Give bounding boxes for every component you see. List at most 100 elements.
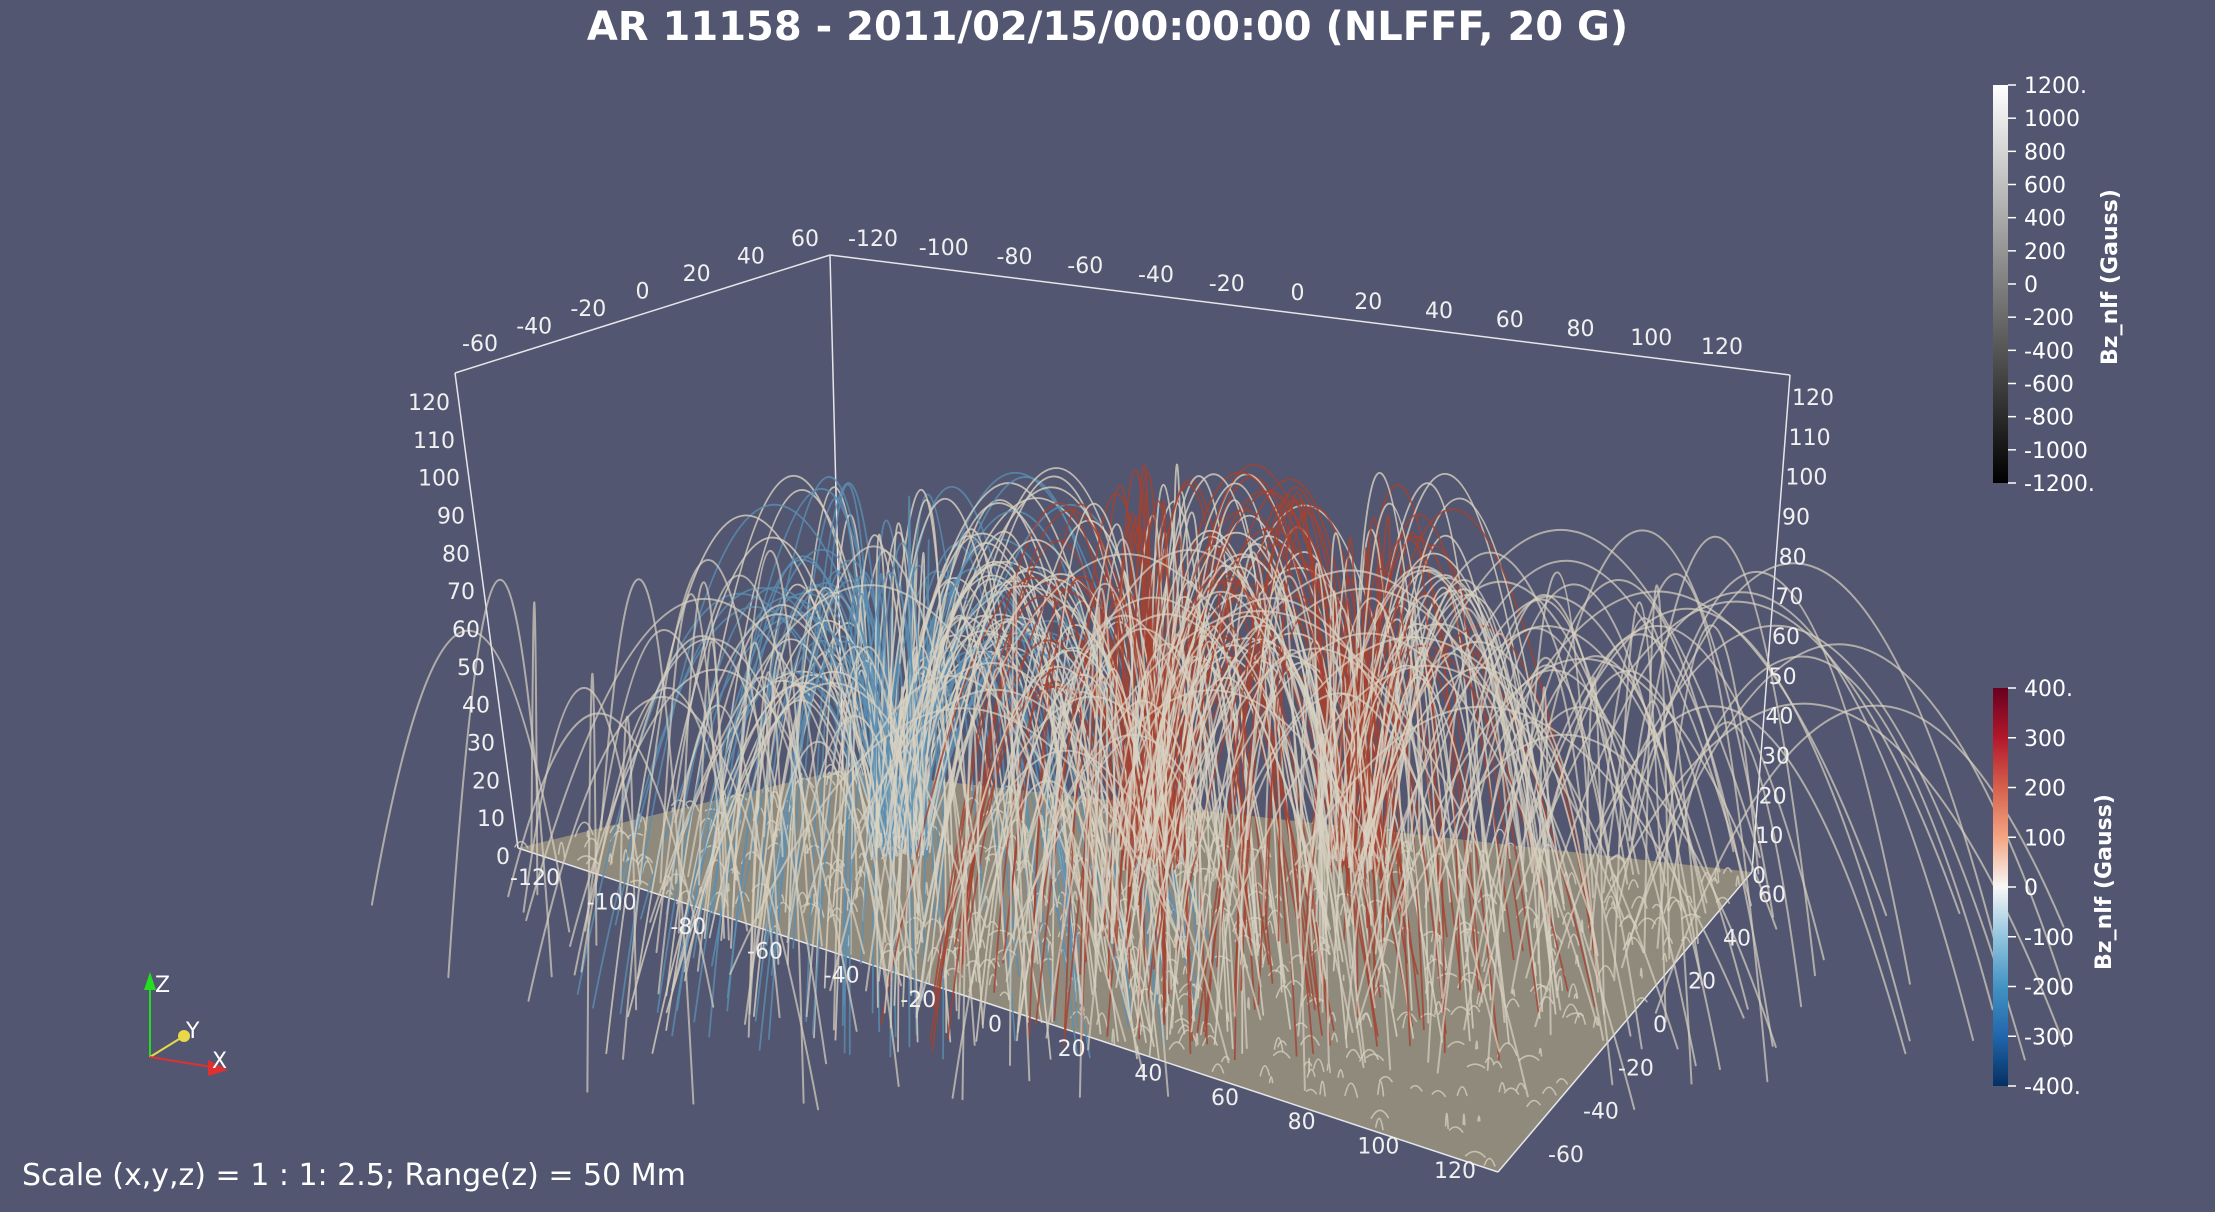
top-x-tick-label: -60: [1067, 254, 1103, 279]
colorbar-bottom-tick-label: 100: [2024, 826, 2066, 851]
colorbar-top-tick-label: 1200.: [2024, 74, 2087, 99]
colorbar-top-tick-label: 600: [2024, 174, 2066, 199]
left-z-tick-label: 110: [413, 429, 455, 454]
right-z-tick-label: 100: [1785, 466, 1827, 491]
left-z-tick-label: 90: [437, 505, 465, 530]
colorbar-top-tick-label: -400: [2024, 339, 2074, 364]
bottom-x-tick-label: 60: [1211, 1086, 1239, 1111]
left-z-axis-ticks: 0 10 20 30 40 50 60 70 80 90 100 110 120: [408, 391, 510, 870]
top-x-tick-label: 80: [1567, 317, 1595, 342]
left-z-tick-label: 20: [472, 769, 500, 794]
bottom-x-tick-label: -60: [747, 939, 783, 964]
top-y-tick-label: 60: [791, 227, 819, 252]
right-z-tick-label: 50: [1769, 665, 1797, 690]
colorbar-top-tick-label: -800: [2024, 406, 2074, 431]
orientation-z-arrow: [144, 972, 156, 990]
top-x-tick-label: -100: [919, 236, 969, 261]
left-z-tick-label: 40: [462, 694, 490, 719]
right-z-tick-label: 110: [1789, 426, 1831, 451]
right-y-tick-label: 60: [1758, 883, 1786, 908]
bottom-x-tick-label: 80: [1288, 1110, 1316, 1135]
top-y-tick-label: -40: [516, 315, 552, 340]
colorbar-top-tick-label: -1000: [2024, 439, 2088, 464]
colorbar-bottom-tick-label: 0: [2024, 876, 2038, 901]
colorbar-top-gradient: [1993, 85, 2008, 483]
colorbar-bottom: 400. 300 200 100 0 -100 -200 -300 -400.: [1993, 677, 2081, 1100]
colorbar-bottom-tick-label: -400.: [2024, 1075, 2081, 1100]
top-x-tick-label: 20: [1354, 290, 1382, 315]
colorbar-bottom-tick-label: 400.: [2024, 677, 2073, 702]
left-z-tick-label: 80: [442, 542, 470, 567]
left-z-tick-label: 30: [467, 732, 495, 757]
right-y-tick-label: -40: [1583, 1100, 1619, 1125]
colorbar-top-title: Bz_nlf (Gauss): [2098, 189, 2123, 365]
orientation-y-label: Y: [185, 1019, 200, 1044]
left-z-tick-label: 60: [452, 618, 480, 643]
orientation-x-axis: [149, 1056, 219, 1069]
bottom-x-tick-label: -80: [670, 915, 706, 940]
top-x-tick-label: -80: [997, 245, 1033, 270]
right-z-tick-label: 10: [1755, 824, 1783, 849]
right-z-tick-label: 70: [1775, 585, 1803, 610]
colorbar-top-tick-label: 400: [2024, 207, 2066, 232]
orientation-x-arrow: [208, 1060, 228, 1076]
left-z-tick-label: 50: [457, 656, 485, 681]
left-z-tick-label: 120: [408, 391, 450, 416]
orientation-axes-widget[interactable]: Z Y X: [144, 972, 228, 1076]
bottom-x-tick-label: 100: [1357, 1135, 1399, 1160]
top-x-tick-label: -120: [848, 227, 898, 252]
bottom-x-tick-label: 0: [988, 1013, 1002, 1038]
top-x-tick-label: 120: [1701, 335, 1743, 360]
top-x-tick-label: 0: [1291, 281, 1305, 306]
orientation-y-marker: [178, 1030, 190, 1042]
colorbar-top: 1200. 1000 800 600 400 200 0 -200 -400 -600 -800 -1…: [1993, 74, 2095, 497]
colorbar-top-tick-label: 200: [2024, 240, 2066, 265]
top-y-axis-ticks: -60 -40 -20 0 20 40 60: [462, 227, 819, 357]
colorbar-top-tick-label: -200: [2024, 306, 2074, 331]
bottom-x-tick-label: 20: [1058, 1037, 1086, 1062]
orientation-z-label: Z: [155, 973, 170, 998]
right-z-tick-label: 20: [1759, 784, 1787, 809]
top-x-tick-label: 40: [1425, 299, 1453, 324]
colorbar-bottom-tick-label: -200: [2024, 976, 2074, 1001]
colorbar-bottom-gradient: [1993, 688, 2008, 1086]
colorbar-bottom-tick-label: 200: [2024, 777, 2066, 802]
top-x-tick-label: 60: [1496, 308, 1524, 333]
field-lines: [370, 463, 2067, 1167]
top-y-tick-label: -60: [462, 332, 498, 357]
top-y-tick-label: 0: [636, 280, 650, 305]
scale-info-text: Scale (x,y,z) = 1 : 1: 2.5; Range(z) = 5…: [22, 1158, 686, 1193]
bottom-x-tick-label: -20: [900, 988, 936, 1013]
top-y-tick-label: 20: [683, 262, 711, 287]
right-z-tick-label: 0: [1752, 864, 1766, 889]
bottom-x-tick-label: -40: [824, 964, 860, 989]
orientation-y-axis: [149, 1035, 185, 1058]
orientation-x-label: X: [212, 1049, 227, 1074]
right-z-tick-label: 60: [1772, 625, 1800, 650]
left-z-tick-label: 70: [447, 580, 475, 605]
colorbar-top-tick-label: 0: [2024, 273, 2038, 298]
left-z-tick-label: 0: [496, 845, 510, 870]
right-y-tick-label: 40: [1723, 926, 1751, 951]
colorbar-bottom-title: Bz_nlf (Gauss): [2092, 794, 2117, 970]
right-z-axis-ticks: 0 10 20 30 40 50 60 70 80 90 100 110 120: [1752, 386, 1834, 889]
left-z-tick-label: 100: [418, 467, 460, 492]
plot-title: AR 11158 - 2011/02/15/00:00:00 (NLFFF, 2…: [586, 4, 1629, 50]
bottom-x-tick-label: 120: [1434, 1159, 1476, 1184]
right-y-tick-label: -20: [1618, 1056, 1654, 1081]
colorbar-bottom-tick-label: -300: [2024, 1025, 2074, 1050]
colorbar-top-tick-label: -1200.: [2024, 472, 2095, 497]
top-x-tick-label: 100: [1630, 326, 1672, 351]
right-z-tick-label: 30: [1762, 745, 1790, 770]
right-z-tick-label: 80: [1779, 545, 1807, 570]
bottom-x-axis-ticks: -120 -100 -80 -60 -40 -20 0 20 40 60 80 100 120: [510, 866, 1476, 1184]
bottom-x-tick-label: 40: [1134, 1061, 1162, 1086]
colorbar-top-tick-label: 1000: [2024, 107, 2080, 132]
right-y-tick-label: -60: [1548, 1143, 1584, 1168]
bottom-x-tick-label: -100: [587, 890, 637, 915]
right-z-tick-label: 120: [1792, 386, 1834, 411]
right-z-tick-label: 90: [1782, 506, 1810, 531]
top-x-tick-label: -40: [1138, 263, 1174, 288]
